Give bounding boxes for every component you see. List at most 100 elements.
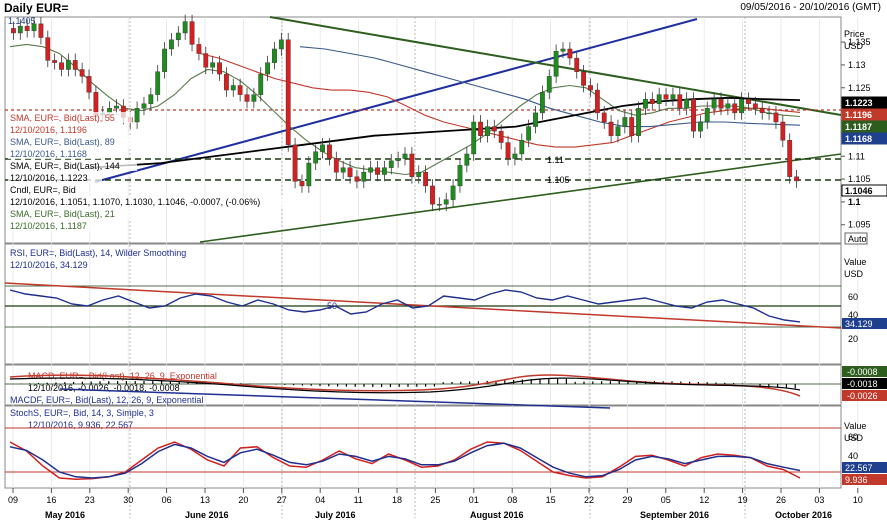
- macd-tag-1: [842, 366, 887, 377]
- candle: [649, 92, 655, 111]
- candle: [59, 55, 64, 77]
- x-tick-label: 12: [699, 495, 709, 505]
- candle: [17, 19, 23, 40]
- candle: [643, 92, 648, 116]
- candle: [52, 53, 58, 70]
- candle: [608, 115, 614, 143]
- price-value-tag: 1.1046: [841, 184, 887, 197]
- price-legend: SMA, EUR=, Bid(Last), 55 12/10/2016, 1.11…: [8, 112, 317, 231]
- price-legend-entry: SMA, EUR=, Bid(Last), 21: [10, 209, 115, 219]
- candle: [409, 147, 415, 184]
- candle: [182, 14, 188, 40]
- candle: [498, 124, 504, 150]
- macd-panel-frame: [4, 364, 842, 406]
- x-tick-label: 20: [238, 495, 248, 505]
- price-value-tag: 1.1223: [841, 96, 887, 109]
- rsi-tick-60: 60: [848, 292, 858, 302]
- candle: [718, 92, 724, 116]
- svg-text:1.1046: 1.1046: [845, 186, 873, 196]
- candle: [512, 147, 518, 166]
- x-tick-label: 06: [162, 495, 172, 505]
- price-tick-label: 1.095: [848, 220, 871, 230]
- candle: [402, 147, 408, 166]
- macd-tag-3-text: -0.0026: [847, 391, 878, 401]
- x-tick-label: 26: [776, 495, 786, 505]
- candle: [601, 106, 607, 129]
- candle: [533, 106, 538, 134]
- candle: [725, 96, 731, 116]
- candle: [787, 133, 793, 184]
- candle: [327, 137, 332, 166]
- candle: [38, 17, 44, 45]
- candle: [519, 133, 525, 161]
- candle: [333, 151, 339, 180]
- stoch-tag-2: [842, 474, 887, 485]
- price-axis-title-2: USD: [844, 41, 864, 51]
- candle: [189, 14, 195, 52]
- candle: [223, 67, 229, 97]
- candle: [746, 92, 751, 111]
- candle: [217, 55, 222, 81]
- candle: [285, 32, 291, 152]
- candle: [79, 62, 85, 84]
- candle: [31, 17, 37, 38]
- price-legend-entry: 12/10/2016, 1.1223: [10, 173, 88, 183]
- price-value-tag: 1.1196: [841, 108, 887, 121]
- candle: [265, 55, 271, 81]
- candle: [388, 153, 394, 175]
- candle: [278, 32, 284, 56]
- x-tick-label: 22: [584, 495, 594, 505]
- candle: [45, 30, 51, 68]
- rsi-tick-20: 20: [848, 334, 858, 344]
- price-axis-title-1: Price: [844, 29, 865, 39]
- chart-header: Daily EUR= 09/05/2016 - 20/10/2016 (GMT): [0, 0, 887, 16]
- rsi-value-tag-text: 34.129: [845, 319, 873, 329]
- candle: [574, 51, 580, 79]
- candle: [72, 53, 78, 77]
- svg-text:1.1187: 1.1187: [845, 122, 872, 132]
- price-tick-label: 1.125: [848, 83, 871, 93]
- candle: [663, 87, 669, 107]
- candle: [526, 119, 532, 148]
- stoch-legend-2: 12/10/2016, 9.936, 22.567: [28, 420, 133, 430]
- candle: [794, 169, 799, 188]
- x-tick-label: 09: [8, 495, 18, 505]
- x-tick-label: 05: [661, 495, 671, 505]
- x-month-label: August 2016: [470, 510, 524, 520]
- candle: [780, 115, 786, 148]
- macd-tag-2-text: -0.0018: [847, 379, 878, 389]
- candle: [450, 179, 456, 207]
- x-month-label: June 2016: [185, 510, 229, 520]
- x-tick-label: 23: [85, 495, 95, 505]
- macd-tag-1-text: -0.0008: [847, 367, 878, 377]
- x-tick-label: 18: [392, 495, 402, 505]
- candle: [354, 169, 360, 189]
- price-legend-entry: SMA, EUR=, Bid(Last), 55: [10, 113, 115, 123]
- candle: [485, 119, 490, 143]
- candle: [443, 192, 449, 212]
- price-tick-label: 1.11: [848, 151, 865, 161]
- candle: [395, 151, 401, 168]
- candle: [320, 137, 325, 159]
- price-legend-entry: 12/10/2016, 1.1051, 1.1070, 1.1030, 1.10…: [10, 197, 260, 207]
- candle: [629, 110, 635, 143]
- macd-tag-2: [842, 378, 887, 389]
- price-auto-button[interactable]: [844, 232, 868, 245]
- x-tick-label: 01: [469, 495, 479, 505]
- trend-label-1-105: 1.105: [547, 175, 570, 185]
- candle: [251, 87, 257, 109]
- candle: [375, 160, 380, 182]
- candle: [244, 87, 250, 109]
- candle: [141, 96, 147, 116]
- candle: [505, 135, 511, 166]
- candle: [464, 147, 470, 173]
- candle: [169, 32, 174, 56]
- candle: [381, 160, 387, 182]
- trend-label-1-11: 1.11: [547, 155, 564, 165]
- stoch-tag-1-text: 22.567: [845, 463, 873, 473]
- candle: [361, 165, 367, 189]
- stoch-d-line: [9, 442, 801, 479]
- candle: [86, 69, 92, 100]
- sma-89-line: [299, 46, 801, 128]
- x-month-label: September 2016: [640, 510, 709, 520]
